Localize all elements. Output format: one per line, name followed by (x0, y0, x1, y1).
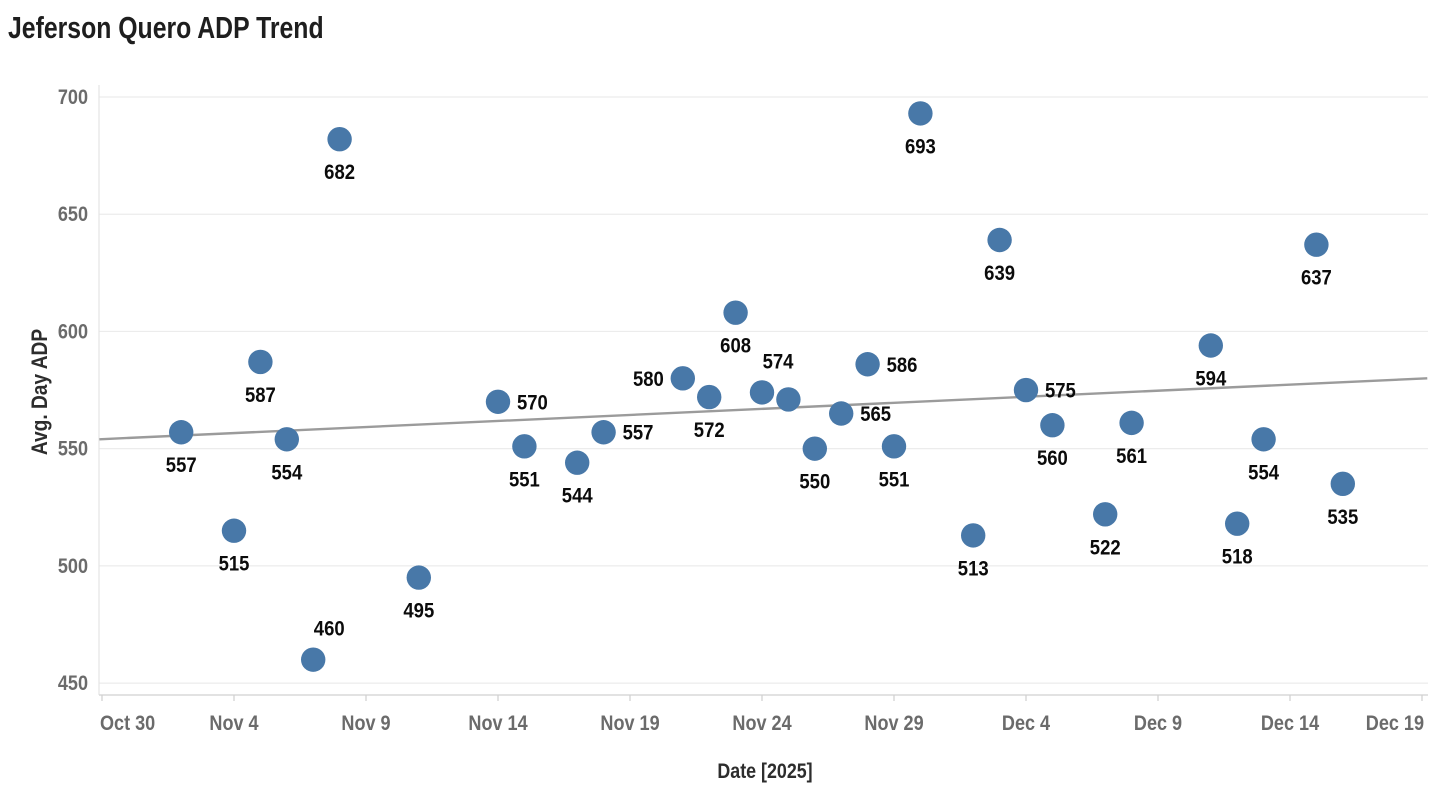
data-point (1013, 377, 1039, 403)
data-point-label: 608 (720, 334, 751, 358)
data-point (749, 380, 775, 405)
data-point-label: 682 (324, 161, 355, 185)
data-point (1330, 471, 1356, 497)
data-point-label: 587 (245, 384, 276, 408)
data-point-label: 557 (166, 454, 197, 478)
data-point-label: 575 (1045, 379, 1076, 403)
data-point-label: 560 (1037, 447, 1068, 471)
data-point (723, 300, 748, 325)
data-point (908, 101, 933, 126)
x-tick-label: Dec 9 (1134, 712, 1182, 736)
x-tick-label: Nov 4 (209, 712, 258, 736)
data-point (485, 389, 511, 414)
data-point (1040, 413, 1065, 438)
data-point (248, 349, 273, 375)
x-axis-title: Date [2025] (717, 760, 813, 783)
data-point-label: 572 (694, 419, 725, 443)
data-point-label: 551 (879, 468, 910, 492)
data-point (1304, 232, 1329, 257)
data-point-label: 637 (1301, 266, 1332, 290)
data-point-label: 554 (1248, 461, 1280, 485)
data-point-label: 495 (403, 599, 434, 623)
y-tick-label: 650 (58, 203, 88, 227)
data-point (670, 366, 695, 391)
data-point-label: 570 (517, 391, 548, 415)
data-point (327, 126, 352, 152)
data-point (697, 384, 722, 410)
x-tick-label: Nov 29 (864, 712, 923, 736)
data-point-label: 565 (860, 403, 891, 427)
data-point-label: 460 (314, 617, 345, 641)
y-tick-label: 700 (58, 86, 88, 110)
data-point (1093, 502, 1118, 527)
data-point (802, 436, 827, 461)
x-tick-label: Nov 14 (468, 712, 527, 736)
data-point (301, 647, 326, 672)
data-point-label: 522 (1090, 536, 1121, 560)
data-point-label: 535 (1327, 506, 1358, 530)
data-point (1119, 410, 1144, 436)
x-tick-label: Dec 19 (1366, 712, 1424, 736)
data-point-label: 513 (958, 557, 989, 581)
data-point (776, 387, 801, 412)
data-point-label: 580 (633, 368, 664, 392)
data-point (274, 427, 299, 452)
data-point-label: 561 (1116, 445, 1147, 469)
x-tick-label: Nov 24 (732, 712, 791, 736)
data-point-label: 518 (1222, 545, 1253, 569)
data-point (591, 420, 616, 445)
data-point-label: 639 (984, 262, 1015, 286)
data-point (221, 518, 247, 543)
data-point-label: 594 (1195, 367, 1227, 391)
data-point (565, 450, 590, 475)
data-point (987, 227, 1012, 253)
x-tick-label: Dec 14 (1261, 712, 1319, 736)
data-point-label: 586 (887, 354, 918, 378)
data-point-label: 515 (219, 552, 250, 576)
data-point-label: 550 (799, 470, 830, 494)
data-point (169, 420, 194, 445)
data-point (1225, 511, 1250, 536)
data-point (1251, 427, 1276, 452)
data-point (961, 523, 986, 548)
data-point (406, 565, 431, 590)
data-point (829, 401, 854, 426)
data-point-label: 554 (271, 461, 303, 485)
y-tick-label: 500 (58, 555, 88, 579)
data-point (881, 434, 907, 459)
data-point (855, 352, 880, 377)
x-tick-label: Oct 30 (100, 712, 155, 736)
data-point-label: 551 (509, 468, 540, 492)
chart-title: Jeferson Quero ADP Trend (8, 10, 324, 45)
data-point-label: 574 (763, 350, 795, 374)
data-point-label: 693 (905, 135, 936, 159)
y-tick-label: 450 (58, 672, 88, 696)
x-tick-label: Nov 9 (341, 712, 390, 736)
y-axis-title: Avg. Day ADP (27, 328, 52, 456)
data-point (1198, 333, 1224, 358)
y-tick-label: 600 (58, 320, 88, 344)
data-point-label: 557 (623, 422, 654, 446)
data-point (512, 434, 537, 459)
data-point-label: 544 (562, 484, 594, 508)
y-tick-label: 550 (58, 437, 88, 461)
x-tick-label: Dec 4 (1002, 712, 1050, 736)
trend-line (99, 377, 1428, 441)
x-tick-label: Nov 19 (600, 712, 659, 736)
